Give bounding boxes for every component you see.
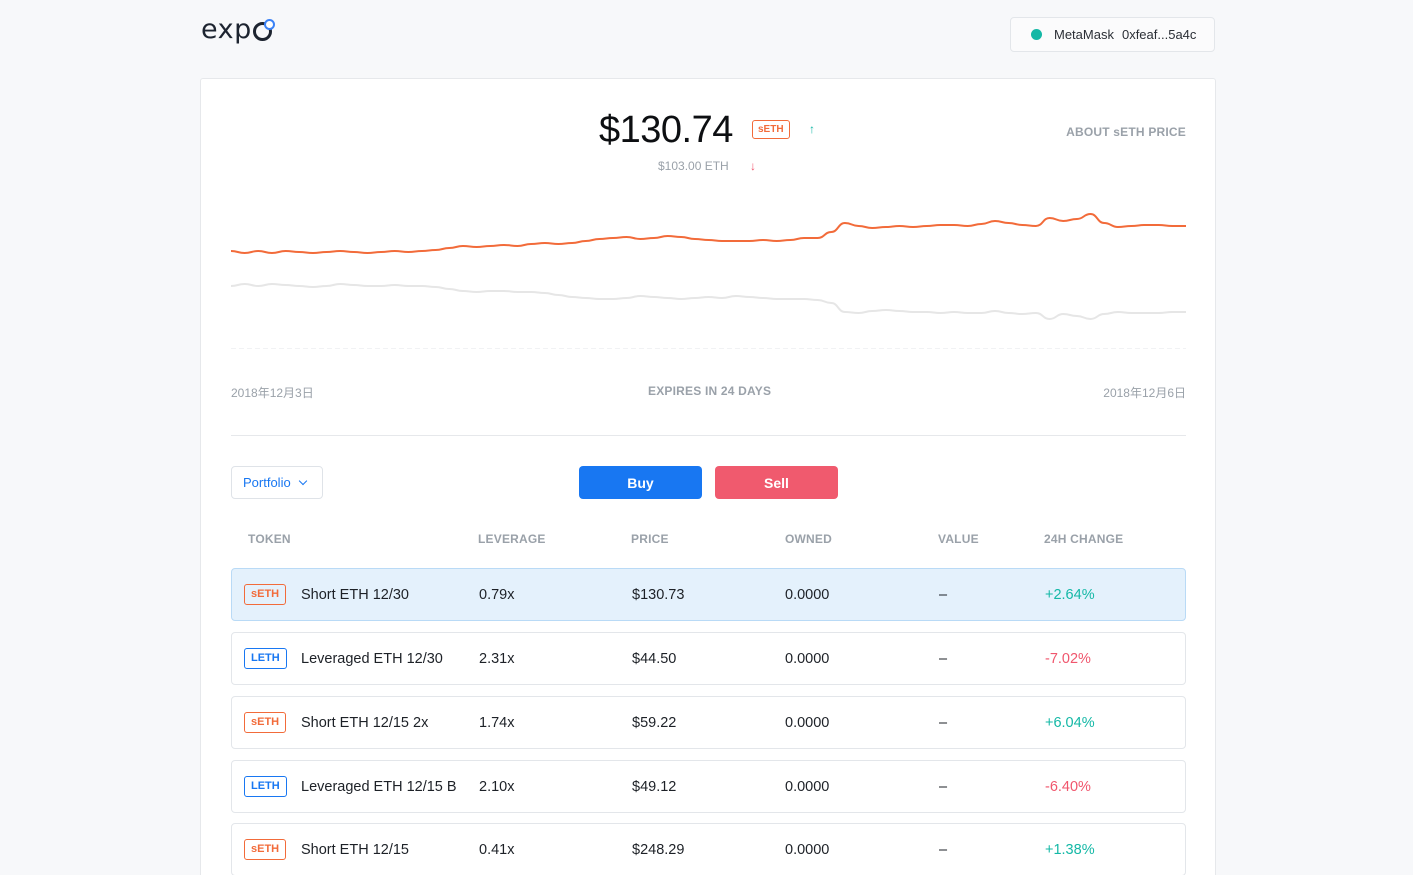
header-value: VALUE bbox=[938, 532, 979, 546]
sell-button[interactable]: Sell bbox=[715, 466, 838, 499]
token-24h-change: -6.40% bbox=[1045, 778, 1091, 795]
connection-status-icon bbox=[1031, 29, 1042, 40]
section-divider bbox=[231, 435, 1186, 436]
token-value: – bbox=[939, 841, 948, 858]
token-owned: 0.0000 bbox=[785, 650, 830, 667]
token-leverage: 2.31x bbox=[479, 650, 515, 667]
token-owned: 0.0000 bbox=[785, 841, 830, 858]
token-price-cell: $130.73 bbox=[632, 586, 685, 603]
token-24h-change: +2.64% bbox=[1045, 586, 1095, 603]
token-badge: sETH bbox=[244, 712, 287, 733]
expiry-label: EXPIRES IN 24 DAYS bbox=[648, 384, 772, 398]
token-badge: LETH bbox=[244, 648, 287, 669]
header-token: TOKEN bbox=[248, 532, 291, 546]
token-owned: 0.0000 bbox=[785, 714, 830, 731]
token-value: – bbox=[939, 778, 948, 795]
token-price-cell: $44.50 bbox=[632, 650, 677, 667]
token-price-cell: $248.29 bbox=[632, 841, 685, 858]
token-24h-change: -7.02% bbox=[1045, 650, 1091, 667]
token-name: Short ETH 12/15 bbox=[301, 841, 409, 858]
token-name: Leveraged ETH 12/30 bbox=[301, 650, 443, 667]
eth-price: $103.00 ETH bbox=[658, 159, 729, 173]
token-owned: 0.0000 bbox=[785, 778, 830, 795]
wallet-address: 0xfeaf...5a4c bbox=[1121, 27, 1197, 42]
header-24h-change: 24H CHANGE bbox=[1044, 532, 1124, 546]
token-name: Short ETH 12/30 bbox=[301, 586, 409, 603]
buy-button[interactable]: Buy bbox=[579, 466, 702, 499]
token-row[interactable]: sETH Short ETH 12/30 0.79x $130.73 0.000… bbox=[231, 568, 1186, 621]
token-row[interactable]: sETH Short ETH 12/15 2x 1.74x $59.22 0.0… bbox=[231, 696, 1186, 749]
logo-text: exp bbox=[201, 14, 252, 45]
token-leverage: 0.41x bbox=[479, 841, 515, 858]
token-value: – bbox=[939, 650, 948, 667]
portfolio-dropdown[interactable]: Portfolio bbox=[231, 466, 323, 499]
token-leverage: 0.79x bbox=[479, 586, 515, 603]
wallet-name: MetaMask bbox=[1054, 27, 1114, 42]
token-price: $130.74 bbox=[599, 109, 733, 151]
header-leverage: LEVERAGE bbox=[478, 532, 546, 546]
portfolio-dropdown-label: Portfolio bbox=[243, 475, 291, 490]
token-24h-change: +1.38% bbox=[1045, 841, 1095, 858]
logo-mark-icon bbox=[252, 19, 275, 41]
seth-price-line bbox=[231, 212, 1186, 255]
market-card: $130.74 sETH ↑ $103.00 ETH ↓ ABOUT sETH … bbox=[200, 78, 1216, 875]
token-badge: LETH bbox=[244, 776, 287, 797]
token-24h-change: +6.04% bbox=[1045, 714, 1095, 731]
chevron-down-icon bbox=[298, 476, 307, 486]
token-badge: sETH bbox=[244, 839, 287, 860]
token-badge: sETH bbox=[244, 584, 287, 605]
expo-logo[interactable]: exp bbox=[201, 14, 275, 45]
token-row[interactable]: LETH Leveraged ETH 12/15 B 2.10x $49.12 … bbox=[231, 760, 1186, 813]
about-price-link[interactable]: ABOUT sETH PRICE bbox=[1066, 125, 1186, 139]
wallet-connection[interactable]: MetaMask 0xfeaf...5a4c bbox=[1010, 17, 1215, 52]
token-name: Leveraged ETH 12/15 B bbox=[301, 778, 457, 795]
token-leverage: 2.10x bbox=[479, 778, 515, 795]
token-price-cell: $49.12 bbox=[632, 778, 677, 795]
price-chart bbox=[231, 212, 1186, 349]
chart-start-date: 2018年12月3日 bbox=[231, 386, 314, 400]
token-value: – bbox=[939, 586, 948, 603]
price-down-arrow-icon: ↓ bbox=[750, 159, 756, 173]
token-name: Short ETH 12/15 2x bbox=[301, 714, 429, 731]
token-row[interactable]: LETH Leveraged ETH 12/30 2.31x $44.50 0.… bbox=[231, 632, 1186, 685]
token-leverage: 1.74x bbox=[479, 714, 515, 731]
token-owned: 0.0000 bbox=[785, 586, 830, 603]
header-owned: OWNED bbox=[785, 532, 832, 546]
chart-end-date: 2018年12月6日 bbox=[1103, 386, 1186, 400]
eth-price-line bbox=[231, 282, 1186, 321]
header-price: PRICE bbox=[631, 532, 669, 546]
token-badge: sETH bbox=[752, 120, 790, 139]
token-value: – bbox=[939, 714, 948, 731]
token-row[interactable]: sETH Short ETH 12/15 0.41x $248.29 0.000… bbox=[231, 823, 1186, 875]
token-price-cell: $59.22 bbox=[632, 714, 677, 731]
price-up-arrow-icon: ↑ bbox=[809, 122, 815, 136]
